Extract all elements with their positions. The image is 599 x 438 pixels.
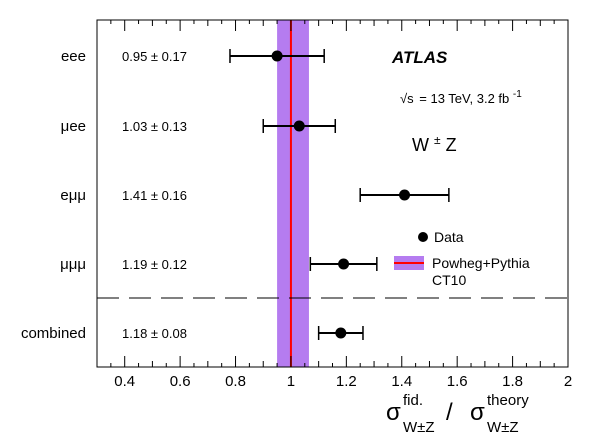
legend-theory-label: Powheg+Pythia — [432, 255, 530, 271]
process-label: W ± Z — [412, 128, 457, 155]
category-labels: eee μee eμμ μμμ combined — [21, 48, 86, 342]
x-axis-denominator-sub: W±Z — [487, 419, 519, 436]
category-label: combined — [21, 325, 86, 342]
x-axis-denominator-sigma: σ — [470, 399, 485, 426]
x-tick-label: 1.4 — [391, 373, 412, 390]
data-point — [293, 120, 305, 132]
value-label: 1.03 ± 0.13 — [122, 119, 187, 134]
x-tick-label: 0.8 — [225, 373, 246, 390]
legend-pdf-label: CT10 — [432, 272, 466, 288]
category-label: μee — [61, 118, 86, 135]
data-point — [271, 50, 283, 62]
process-z: Z — [446, 135, 457, 155]
process-sup: ± — [434, 133, 441, 147]
energy-sup: -1 — [513, 89, 522, 100]
x-tick-label: 1.2 — [336, 373, 357, 390]
experiment-label: ATLAS — [391, 48, 448, 67]
x-axis-numerator-sup: fid. — [403, 392, 423, 409]
energy-rest: = 13 TeV, 3.2 fb — [419, 91, 509, 106]
value-label: 1.18 ± 0.08 — [122, 326, 187, 341]
value-label: 1.41 ± 0.16 — [122, 188, 187, 203]
value-labels: 0.95 ± 0.17 1.03 ± 0.13 1.41 ± 0.16 1.19 ± … — [122, 49, 187, 341]
x-axis-title: σ fid. W±Z / σ theory W±Z — [386, 392, 529, 436]
x-tick-label: 0.6 — [170, 373, 191, 390]
data-point — [399, 189, 411, 201]
category-label: μμμ — [60, 256, 86, 273]
x-axis-ticks: 0.4 0.6 0.8 1 1.2 1.4 1.6 1.8 2 — [96, 20, 572, 390]
legend-data-label: Data — [434, 229, 464, 245]
category-label: eμμ — [60, 187, 86, 204]
x-tick-label: 2 — [564, 373, 572, 390]
category-label: eee — [61, 48, 86, 65]
process-w: W — [412, 135, 429, 155]
x-axis-numerator-sigma: σ — [386, 399, 401, 426]
legend: Data Powheg+Pythia CT10 — [394, 229, 530, 288]
value-label: 1.19 ± 0.12 — [122, 257, 187, 272]
data-point — [338, 258, 350, 270]
x-axis-divider: / — [446, 399, 453, 426]
x-axis-numerator-sub: W±Z — [403, 419, 435, 436]
theory-uncertainty-band — [277, 20, 309, 367]
x-tick-label: 1.6 — [447, 373, 468, 390]
data-points — [229, 49, 450, 340]
energy-sqrt: √s — [400, 91, 414, 106]
x-tick-label: 1 — [287, 373, 295, 390]
legend-data-marker — [418, 232, 428, 242]
x-tick-label: 0.4 — [114, 373, 135, 390]
energy-label: √s = 13 TeV, 3.2 fb -1 — [400, 89, 522, 106]
x-axis-denominator-sup: theory — [487, 392, 529, 409]
x-tick-label: 1.8 — [502, 373, 523, 390]
value-label: 0.95 ± 0.17 — [122, 49, 187, 64]
data-point — [335, 327, 347, 339]
